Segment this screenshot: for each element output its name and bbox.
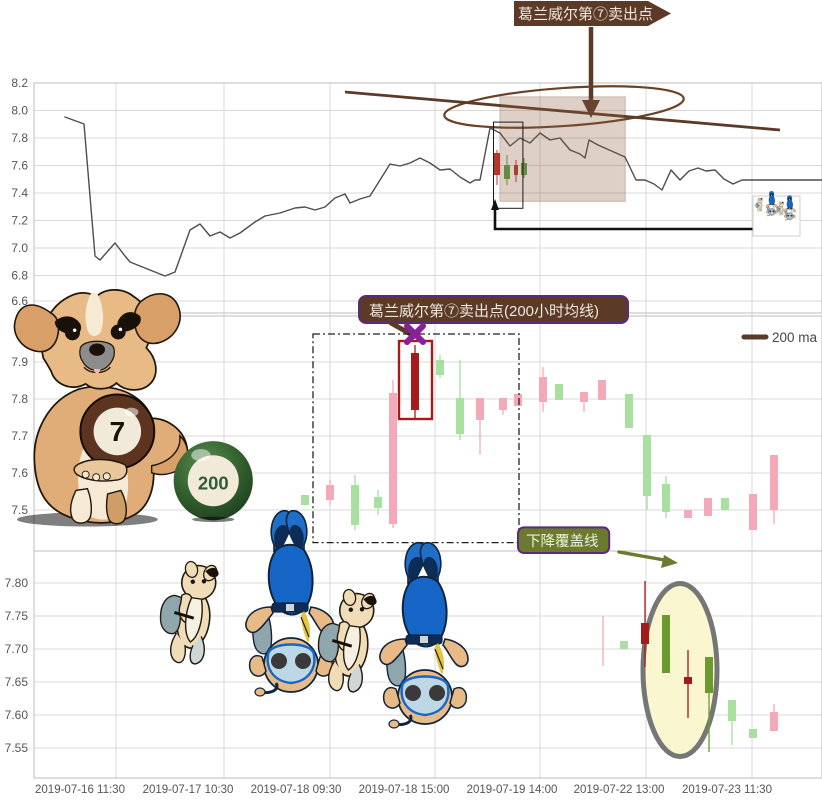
svg-text:7.6: 7.6	[11, 159, 28, 173]
svg-text:7.70: 7.70	[5, 642, 29, 656]
svg-text:8.0: 8.0	[11, 104, 28, 118]
svg-text:7.9: 7.9	[11, 355, 28, 369]
svg-text:200: 200	[198, 473, 229, 494]
svg-text:7.4: 7.4	[11, 186, 28, 200]
svg-text:葛兰威尔第⑦卖出点: 葛兰威尔第⑦卖出点	[518, 5, 653, 23]
svg-text:2019-07-16 11:30: 2019-07-16 11:30	[35, 784, 125, 796]
svg-text:7.0: 7.0	[11, 241, 28, 255]
svg-text:7.8: 7.8	[11, 131, 28, 145]
svg-text:7.75: 7.75	[5, 609, 29, 623]
svg-text:7.55: 7.55	[5, 741, 29, 755]
svg-text:7.8: 7.8	[11, 392, 28, 406]
svg-text:7.60: 7.60	[5, 708, 29, 722]
svg-text:6.8: 6.8	[11, 269, 28, 283]
svg-text:8.2: 8.2	[11, 76, 28, 90]
svg-text:下降覆盖线: 下降覆盖线	[526, 533, 599, 550]
svg-text:7: 7	[109, 416, 125, 447]
svg-text:7.5: 7.5	[11, 503, 28, 517]
svg-text:2019-07-23 11:30: 2019-07-23 11:30	[682, 784, 772, 796]
svg-text:7.6: 7.6	[11, 466, 28, 480]
svg-text:7.2: 7.2	[11, 214, 28, 228]
svg-text:2019-07-18 15:00: 2019-07-18 15:00	[359, 784, 450, 796]
svg-text:葛兰威尔第⑦卖出点(200小时均线): 葛兰威尔第⑦卖出点(200小时均线)	[369, 302, 599, 320]
svg-text:2019-07-17 10:30: 2019-07-17 10:30	[143, 784, 234, 796]
svg-text:2019-07-18 09:30: 2019-07-18 09:30	[251, 784, 342, 796]
svg-text:200 ma: 200 ma	[772, 330, 818, 345]
svg-text:7.80: 7.80	[5, 576, 29, 590]
svg-text:7.7: 7.7	[11, 429, 28, 443]
svg-text:2019-07-22 13:00: 2019-07-22 13:00	[574, 784, 665, 796]
svg-text:7.65: 7.65	[5, 675, 29, 689]
svg-text:2019-07-19 14:00: 2019-07-19 14:00	[467, 784, 558, 796]
